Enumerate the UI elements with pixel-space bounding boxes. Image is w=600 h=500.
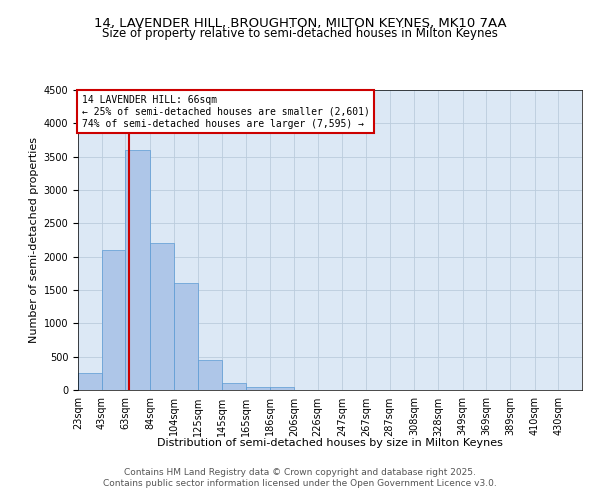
Bar bbox=[271, 386, 294, 390]
Bar bbox=[173, 284, 199, 390]
X-axis label: Distribution of semi-detached houses by size in Milton Keynes: Distribution of semi-detached houses by … bbox=[157, 438, 503, 448]
Bar bbox=[199, 360, 222, 390]
Text: Size of property relative to semi-detached houses in Milton Keynes: Size of property relative to semi-detach… bbox=[102, 28, 498, 40]
Bar bbox=[125, 150, 150, 390]
Bar bbox=[101, 250, 125, 390]
Bar bbox=[78, 374, 101, 390]
Text: Contains HM Land Registry data © Crown copyright and database right 2025.
Contai: Contains HM Land Registry data © Crown c… bbox=[103, 468, 497, 487]
Bar bbox=[245, 386, 271, 390]
Bar bbox=[150, 244, 173, 390]
Text: 14, LAVENDER HILL, BROUGHTON, MILTON KEYNES, MK10 7AA: 14, LAVENDER HILL, BROUGHTON, MILTON KEY… bbox=[94, 18, 506, 30]
Bar bbox=[222, 384, 245, 390]
Y-axis label: Number of semi-detached properties: Number of semi-detached properties bbox=[29, 137, 40, 343]
Text: 14 LAVENDER HILL: 66sqm
← 25% of semi-detached houses are smaller (2,601)
74% of: 14 LAVENDER HILL: 66sqm ← 25% of semi-de… bbox=[82, 96, 370, 128]
